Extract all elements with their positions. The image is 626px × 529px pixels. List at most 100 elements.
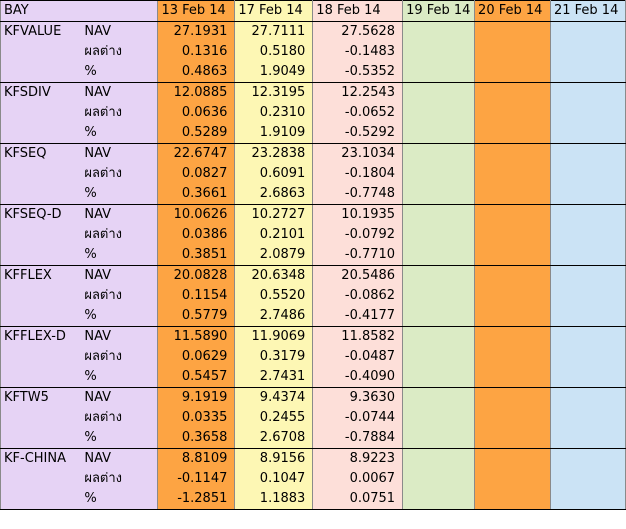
value-cell — [402, 489, 476, 510]
value-cell: 27.1931 — [157, 21, 236, 42]
table-row: ผลต่าง 0.0827 0.6091 -0.1804 — [0, 164, 626, 184]
row-label: % — [81, 245, 159, 266]
value-cell: -0.7748 — [312, 184, 404, 205]
value-cell — [474, 225, 551, 245]
table-row: % 0.3661 2.6863 -0.7748 — [0, 184, 626, 205]
value-cell — [474, 347, 551, 367]
date-header: 20 Feb 14 — [474, 0, 551, 22]
row-label: NAV — [81, 326, 159, 347]
value-cell — [549, 103, 626, 123]
value-cell: -0.5352 — [312, 62, 404, 83]
value-cell: 0.2310 — [234, 103, 314, 123]
value-cell: 0.0067 — [312, 469, 404, 489]
value-cell: 20.6348 — [234, 265, 314, 286]
value-cell — [549, 489, 626, 510]
value-cell — [549, 204, 626, 225]
value-cell: 2.7486 — [234, 306, 314, 327]
value-cell — [402, 103, 476, 123]
value-cell — [474, 21, 551, 42]
value-cell — [402, 82, 476, 103]
table-row: KFSEQ-D NAV 10.0626 10.2727 10.1935 — [0, 204, 626, 225]
value-cell — [474, 143, 551, 164]
table-row: KFTW5 NAV 9.1919 9.4374 9.3630 — [0, 387, 626, 408]
value-cell — [474, 82, 551, 103]
value-cell: 1.9049 — [234, 62, 314, 83]
table-row: KFVALUE NAV 27.1931 27.7111 27.5628 — [0, 21, 626, 42]
table-row: ผลต่าง 0.1316 0.5180 -0.1483 — [0, 42, 626, 62]
value-cell: 0.3661 — [157, 184, 236, 205]
value-cell: -0.4177 — [312, 306, 404, 327]
value-cell: -0.0487 — [312, 347, 404, 367]
table-row: KFSDIV NAV 12.0885 12.3195 12.2543 — [0, 82, 626, 103]
value-cell — [474, 428, 551, 449]
value-cell: 9.3630 — [312, 387, 404, 408]
value-cell: 11.9069 — [234, 326, 314, 347]
value-cell: 0.5779 — [157, 306, 236, 327]
value-cell: 27.5628 — [312, 21, 404, 42]
value-cell: 20.0828 — [157, 265, 236, 286]
date-header: 13 Feb 14 — [157, 0, 236, 22]
fund-name: KFSEQ — [0, 143, 82, 164]
value-cell: 1.9109 — [234, 123, 314, 144]
value-cell — [549, 408, 626, 428]
value-cell — [402, 265, 476, 286]
fund-nav-table: BAY 13 Feb 14 17 Feb 14 18 Feb 14 19 Feb… — [0, 0, 626, 510]
value-cell — [402, 326, 476, 347]
value-cell: 12.0885 — [157, 82, 236, 103]
row-label: ผลต่าง — [81, 286, 159, 306]
value-cell: 11.5890 — [157, 326, 236, 347]
value-cell — [402, 184, 476, 205]
header-row: BAY 13 Feb 14 17 Feb 14 18 Feb 14 19 Feb… — [0, 0, 626, 22]
row-label: ผลต่าง — [81, 408, 159, 428]
row-label: ผลต่าง — [81, 42, 159, 62]
value-cell — [402, 123, 476, 144]
table-row: % 0.3658 2.6708 -0.7884 — [0, 428, 626, 449]
value-cell: 0.1154 — [157, 286, 236, 306]
value-cell — [402, 245, 476, 266]
row-label: ผลต่าง — [81, 225, 159, 245]
value-cell: 0.6091 — [234, 164, 314, 184]
value-cell: 0.0386 — [157, 225, 236, 245]
value-cell: -0.1147 — [157, 469, 236, 489]
value-cell: 10.2727 — [234, 204, 314, 225]
value-cell: 11.8582 — [312, 326, 404, 347]
value-cell — [549, 82, 626, 103]
value-cell: 0.5520 — [234, 286, 314, 306]
row-label: % — [81, 62, 159, 83]
fund-name — [0, 367, 82, 388]
value-cell — [549, 387, 626, 408]
table-row: ผลต่าง 0.0335 0.2455 -0.0744 — [0, 408, 626, 428]
row-label: NAV — [81, 21, 159, 42]
value-cell: 0.0751 — [312, 489, 404, 510]
row-label: NAV — [81, 265, 159, 286]
value-cell — [549, 367, 626, 388]
value-cell: 2.0879 — [234, 245, 314, 266]
value-cell — [474, 204, 551, 225]
value-cell: 0.3851 — [157, 245, 236, 266]
table-row: % 0.4863 1.9049 -0.5352 — [0, 62, 626, 83]
value-cell: -0.0652 — [312, 103, 404, 123]
value-cell: 8.9223 — [312, 448, 404, 469]
fund-name — [0, 469, 82, 489]
fund-name — [0, 123, 82, 144]
value-cell: 2.7431 — [234, 367, 314, 388]
value-cell: 0.3179 — [234, 347, 314, 367]
value-cell — [402, 448, 476, 469]
value-cell — [474, 42, 551, 62]
value-cell — [549, 184, 626, 205]
value-cell — [549, 164, 626, 184]
value-cell — [474, 387, 551, 408]
fund-name — [0, 286, 82, 306]
table-row: % 0.3851 2.0879 -0.7710 — [0, 245, 626, 266]
value-cell — [549, 245, 626, 266]
value-cell — [549, 326, 626, 347]
fund-name — [0, 164, 82, 184]
value-cell: 9.4374 — [234, 387, 314, 408]
value-cell: 0.2101 — [234, 225, 314, 245]
table-row: KFSEQ NAV 22.6747 23.2838 23.1034 — [0, 143, 626, 164]
value-cell — [402, 164, 476, 184]
value-cell: 27.7111 — [234, 21, 314, 42]
value-cell: 0.3658 — [157, 428, 236, 449]
value-cell: 0.2455 — [234, 408, 314, 428]
fund-name — [0, 428, 82, 449]
